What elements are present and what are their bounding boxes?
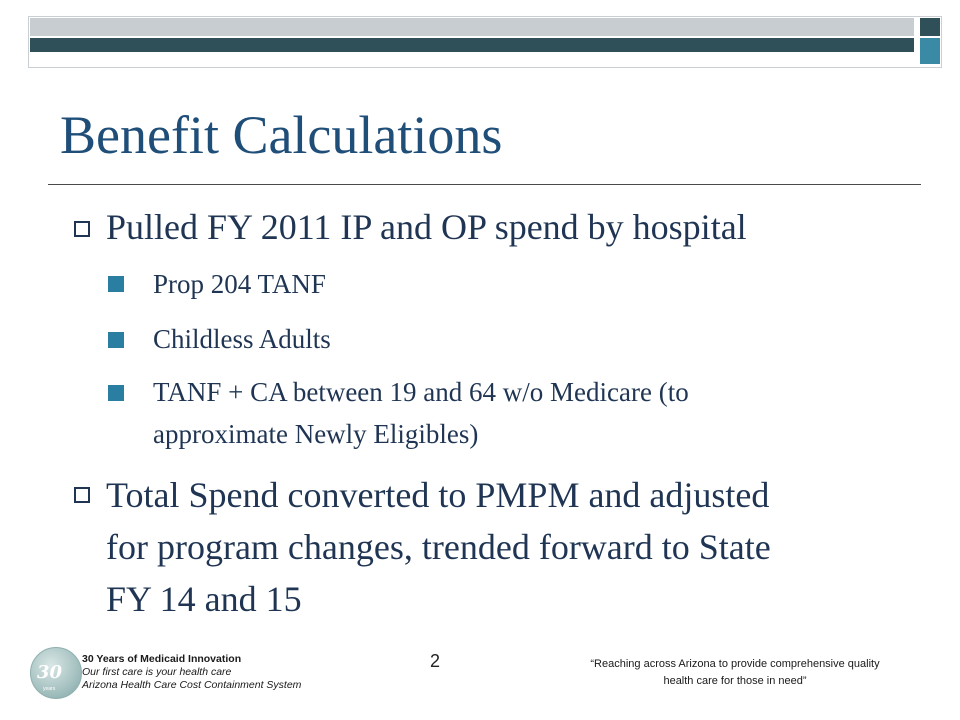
header-decoration xyxy=(0,0,960,70)
hollow-square-bullet-icon xyxy=(74,221,90,237)
bullet-2-line-1: Total Spend converted to PMPM and adjust… xyxy=(106,475,770,515)
tagline-line-2: health care for those in need” xyxy=(663,675,807,687)
footer-org-line-1: 30 Years of Medicaid Innovation xyxy=(82,653,242,665)
footer-org-line-2: Our first care is your health care xyxy=(82,666,232,678)
sub-bullet-1: Prop 204 TANF xyxy=(153,269,326,299)
tagline-line-1: “Reaching across Arizona to provide comp… xyxy=(590,658,880,670)
header-light-bar xyxy=(30,18,914,36)
footer-tagline: “Reaching across Arizona to provide comp… xyxy=(540,656,930,690)
bullet-1-text: Pulled FY 2011 IP and OP spend by hospit… xyxy=(106,207,747,247)
header-dark-square xyxy=(920,18,940,36)
square-bullet-icon xyxy=(108,332,124,348)
square-bullet-icon xyxy=(108,276,124,292)
sub-bullet-2: Childless Adults xyxy=(153,324,331,354)
bullet-2-line-2: for program changes, trended forward to … xyxy=(106,527,771,567)
header-teal-square xyxy=(920,38,940,64)
header-dark-bar xyxy=(30,38,914,52)
footer-org-line-3: Arizona Health Care Cost Containment Sys… xyxy=(82,679,302,691)
hollow-square-bullet-icon xyxy=(74,487,90,503)
logo-number: 30 xyxy=(37,662,63,683)
square-bullet-icon xyxy=(108,385,124,401)
slide-title: Benefit Calculations xyxy=(60,105,503,165)
footer-organization: 30 years 30 Years of Medicaid Innovation… xyxy=(30,645,350,705)
sub-bullet-3-line-2: approximate Newly Eligibles) xyxy=(153,419,479,449)
page-number: 2 xyxy=(430,651,441,671)
logo-subtext: years xyxy=(43,686,56,692)
anniversary-logo-icon: 30 years xyxy=(30,647,82,699)
footer-org-text: 30 Years of Medicaid Innovation Our firs… xyxy=(82,653,301,692)
title-divider xyxy=(48,184,921,185)
sub-bullet-3-line-1: TANF + CA between 19 and 64 w/o Medicare… xyxy=(153,377,689,407)
bullet-2-line-3: FY 14 and 15 xyxy=(106,579,302,619)
